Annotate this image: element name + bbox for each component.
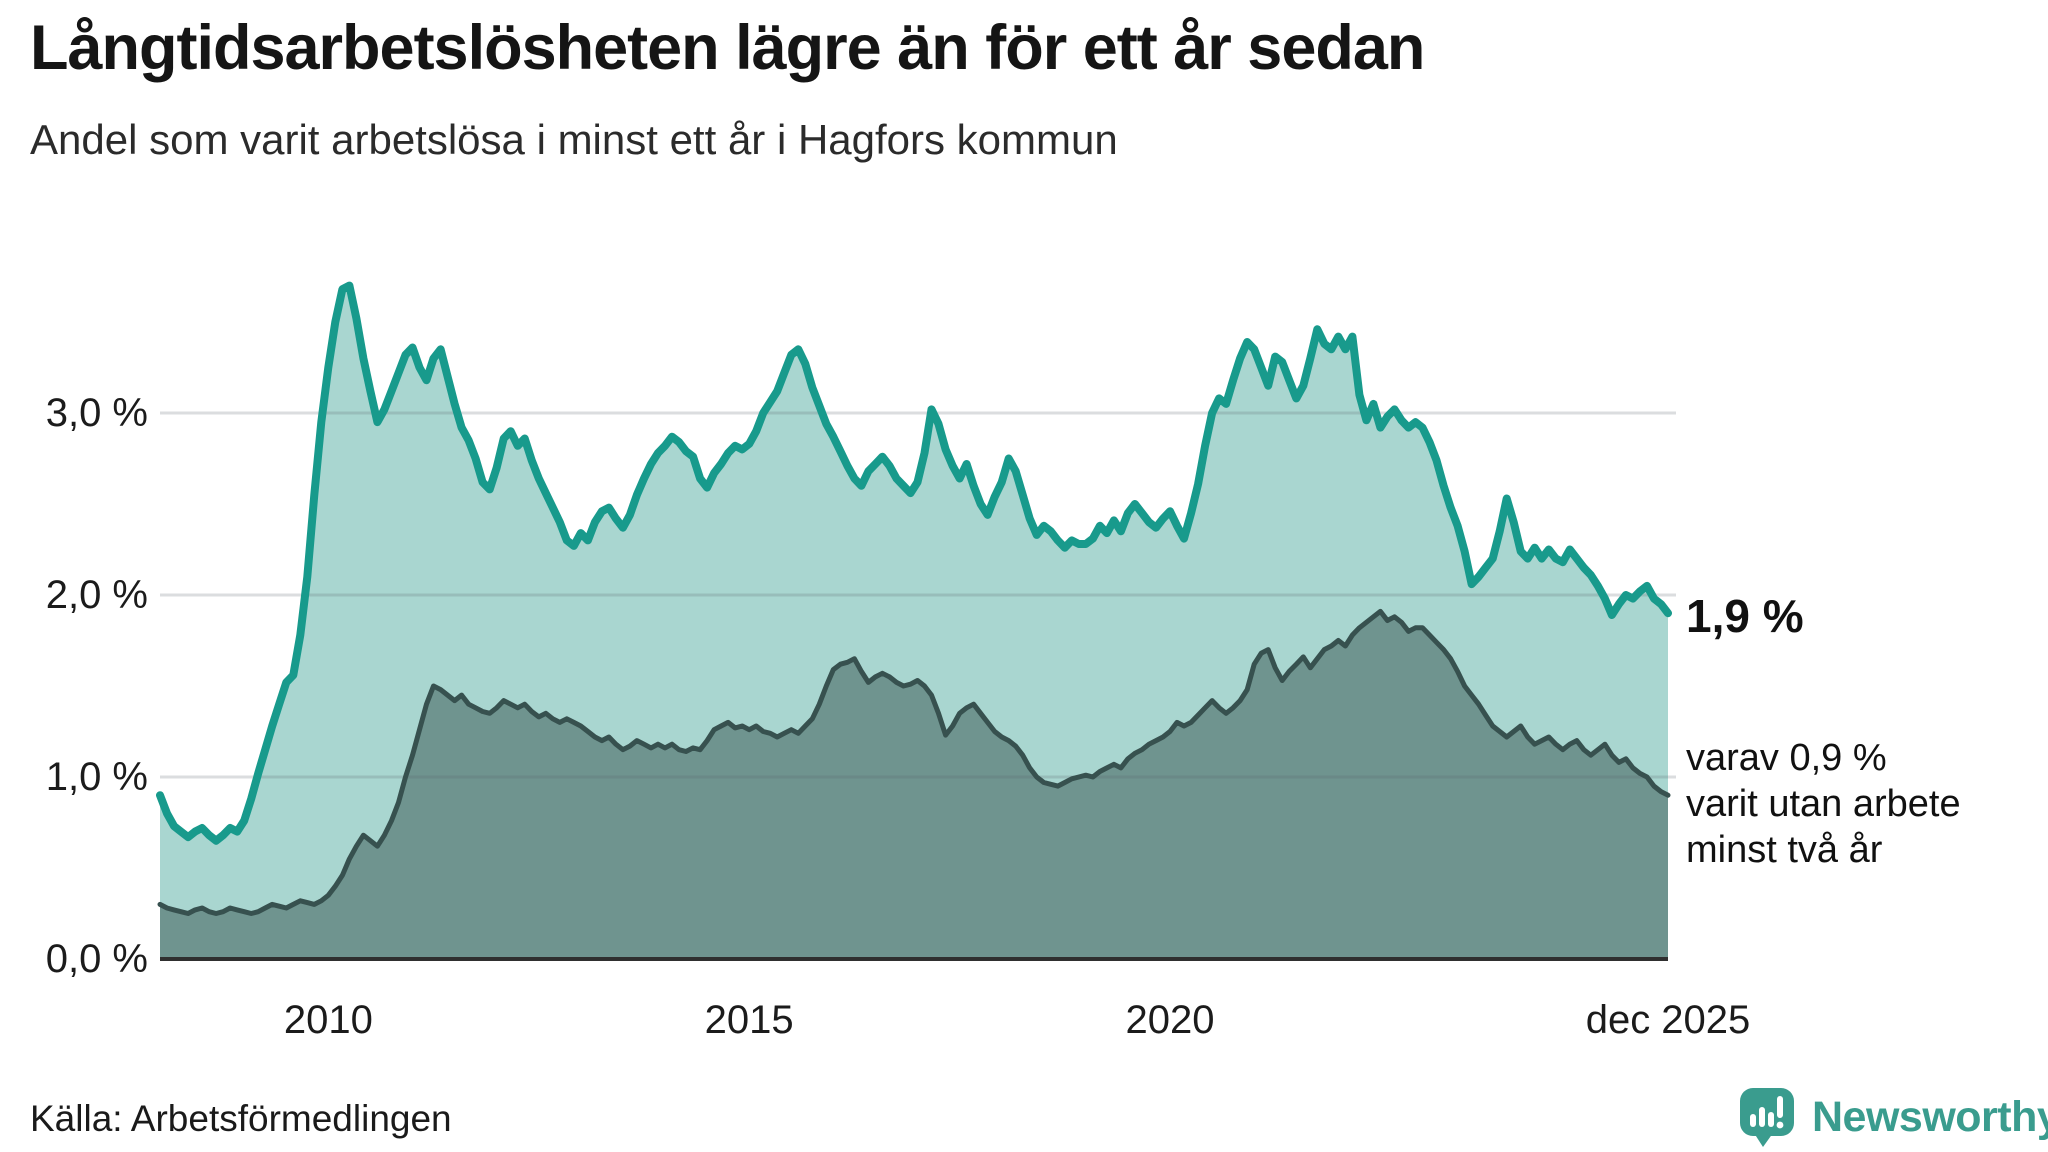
source-label: Källa: Arbetsförmedlingen <box>30 1098 452 1139</box>
y-tick-label: 1,0 % <box>45 755 148 799</box>
x-tick-label: dec 2025 <box>1585 998 1751 1042</box>
two-year-plus-area <box>160 611 1668 959</box>
annotation-line-3: minst två år <box>1686 829 1883 871</box>
two-year-plus-line <box>157 608 1671 916</box>
newsworthy-logo: Newsworthy <box>1738 1086 2048 1148</box>
one-year-plus-line <box>156 281 1672 845</box>
annotation-line-1: varav 0,9 % <box>1686 737 1887 779</box>
x-tick-label: 2020 <box>1125 998 1215 1042</box>
y-tick-label: 2,0 % <box>45 573 148 617</box>
y-tick-label: 3,0 % <box>45 391 148 435</box>
y-tick-label: 0,0 % <box>45 937 148 981</box>
x-tick-label: 2010 <box>283 998 373 1042</box>
two-year-annotation: varav 0,9 % varit utan arbete minst två … <box>1686 735 1961 873</box>
latest-value-label: 1,9 % <box>1686 590 1804 642</box>
page-title: Långtidsarbetslösheten lägre än för ett … <box>30 13 1425 83</box>
bar-chart-speech-bubble-icon <box>1740 1088 1794 1147</box>
chart-subtitle: Andel som varit arbetslösa i minst ett å… <box>30 116 1118 163</box>
annotation-line-2: varit utan arbete <box>1686 783 1961 825</box>
x-tick-label: 2015 <box>704 998 794 1042</box>
logo-text: Newsworthy <box>1812 1092 2048 1141</box>
